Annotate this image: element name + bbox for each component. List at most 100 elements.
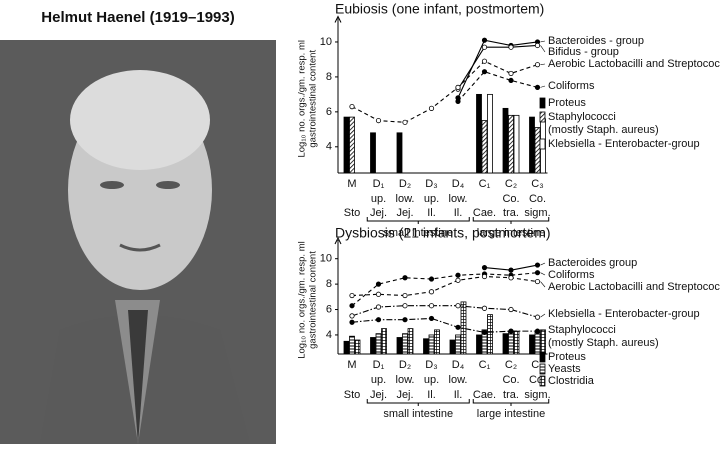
x-tick-label: D₃ xyxy=(425,178,437,190)
bar xyxy=(487,314,493,355)
x-tick-detail: low. xyxy=(396,374,415,386)
point xyxy=(375,291,382,297)
legend-label: Yeasts xyxy=(548,363,581,375)
legend-label: Clostridia xyxy=(548,375,595,387)
point xyxy=(534,314,541,320)
label-leader xyxy=(540,281,546,288)
series-line xyxy=(457,39,538,99)
label-leader xyxy=(540,262,546,266)
bar xyxy=(449,339,456,355)
series-label: Aerobic Lactobacilli and Streptococci xyxy=(548,281,720,293)
x-tick-region: sigm. xyxy=(524,389,550,401)
point xyxy=(481,69,488,75)
x-tick-detail: up. xyxy=(371,374,386,386)
y-tick-label: 8 xyxy=(326,71,332,83)
label-leader xyxy=(540,272,546,276)
point xyxy=(508,44,514,50)
y-tick-label: 4 xyxy=(326,329,332,341)
bar xyxy=(349,335,355,355)
group-brace xyxy=(366,399,470,406)
x-tick-label: D₄ xyxy=(452,359,465,371)
y-tick-label: 6 xyxy=(326,303,332,315)
x-tick-region: Sto xyxy=(344,389,361,401)
x-tick-region: Sto xyxy=(344,207,361,219)
x-tick-region: Jej. xyxy=(370,389,387,401)
series-line xyxy=(457,44,538,90)
x-tick-detail: Co. xyxy=(502,193,519,205)
label-leader xyxy=(540,313,546,318)
point xyxy=(428,276,435,282)
group-label: large intestine xyxy=(477,408,546,420)
point xyxy=(428,289,435,295)
x-tick-region: Jej. xyxy=(396,207,413,219)
legend-swatch xyxy=(539,97,546,109)
x-tick-label: D₁ xyxy=(373,359,385,371)
legend-swatch xyxy=(539,111,546,123)
point xyxy=(508,328,514,334)
group-brace xyxy=(366,217,470,224)
x-tick-region: tra. xyxy=(503,207,519,219)
bar xyxy=(481,120,488,174)
chart-title: Eubiosis (one infant, postmortem) xyxy=(335,1,544,17)
series-label: Coliforms xyxy=(548,269,595,281)
point xyxy=(402,292,408,299)
y-tick-label: 6 xyxy=(326,106,332,118)
series-note: (mostly Staph. aureus) xyxy=(548,124,659,136)
chart-title: Dysbiosis (21 infants, postmortem) xyxy=(335,225,551,241)
x-tick-label: C₁ xyxy=(479,359,491,371)
series-line xyxy=(351,317,538,333)
point xyxy=(402,119,408,125)
point xyxy=(428,315,435,322)
group-label: small intestine xyxy=(383,227,453,239)
y-axis-arrow xyxy=(334,236,342,245)
legend-label: Proteus xyxy=(548,97,586,109)
point xyxy=(375,304,382,310)
bar xyxy=(540,329,546,355)
point xyxy=(455,98,461,104)
point xyxy=(534,328,541,334)
x-tick-label: D₃ xyxy=(425,359,437,371)
point xyxy=(402,275,408,281)
portrait-photo xyxy=(0,40,276,444)
group-brace xyxy=(472,399,550,406)
point xyxy=(481,264,488,271)
x-tick-label: D₁ xyxy=(373,178,385,190)
point xyxy=(349,292,355,299)
point xyxy=(428,105,435,111)
point xyxy=(481,305,488,311)
label-leader xyxy=(540,63,546,65)
point xyxy=(508,275,514,281)
bar xyxy=(343,340,350,355)
bar xyxy=(343,116,350,174)
x-tick-region: Il. xyxy=(454,207,463,219)
x-tick-detail: Co. xyxy=(502,374,519,386)
bar xyxy=(370,337,376,355)
bar xyxy=(534,127,541,174)
series-label: Bacteroides - group xyxy=(548,35,644,47)
y-axis-label: gastrointestinal content xyxy=(308,251,319,349)
legend-label: Proteus xyxy=(548,351,586,363)
point xyxy=(534,62,541,68)
point xyxy=(508,306,514,313)
point xyxy=(534,262,541,268)
bar xyxy=(502,333,509,355)
bar xyxy=(529,334,535,355)
bar xyxy=(354,339,361,355)
series-line xyxy=(351,60,538,123)
bar xyxy=(529,116,535,174)
y-axis-label: gastrointestinal content xyxy=(308,50,319,148)
series-line xyxy=(351,305,538,318)
legend-swatch xyxy=(539,375,546,387)
bar xyxy=(534,331,541,355)
bar xyxy=(513,330,520,355)
series-line xyxy=(351,272,538,307)
bar xyxy=(407,328,414,355)
point xyxy=(481,37,488,43)
point xyxy=(481,329,488,335)
bar xyxy=(508,114,514,174)
y-tick-label: 8 xyxy=(326,278,332,290)
point xyxy=(455,277,461,283)
x-tick-detail: Co. xyxy=(529,193,546,205)
bar xyxy=(375,333,382,355)
legend-label: Staphylococci xyxy=(548,111,616,123)
